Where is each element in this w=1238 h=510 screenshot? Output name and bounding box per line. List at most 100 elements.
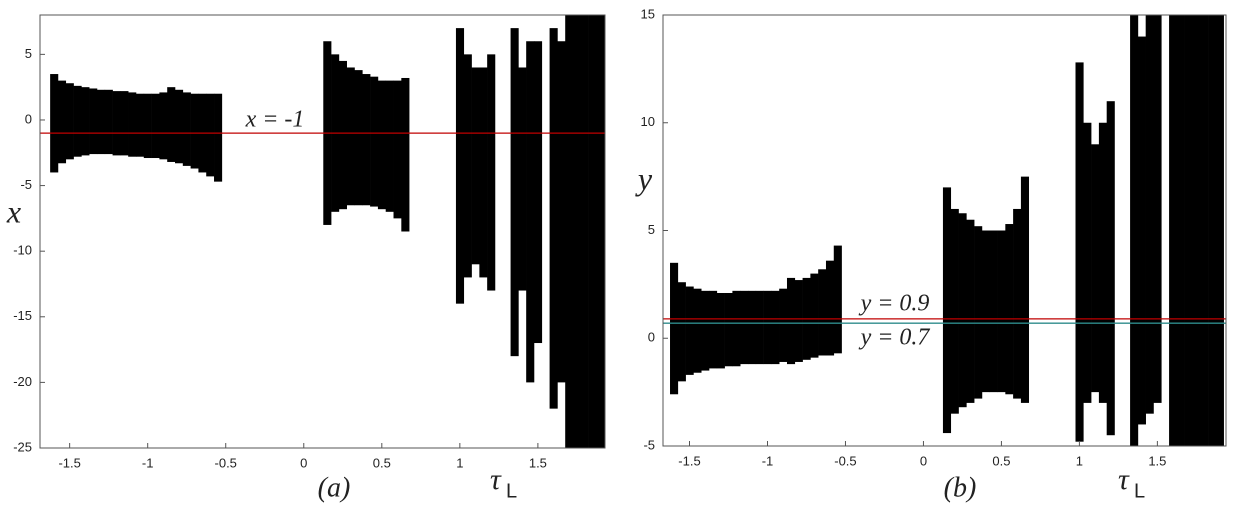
reference-label: x = -1 xyxy=(245,107,305,133)
band xyxy=(958,213,967,408)
x-tick-label: 0 xyxy=(920,453,927,468)
band xyxy=(112,91,121,156)
x-tick-label: -1.5 xyxy=(678,453,700,468)
band xyxy=(974,226,983,399)
y-tick-label: 15 xyxy=(641,6,655,21)
band xyxy=(190,93,199,169)
band xyxy=(385,80,394,212)
band xyxy=(810,273,819,358)
x-tick-label: 0.5 xyxy=(373,455,391,470)
band xyxy=(573,15,582,448)
band xyxy=(471,67,480,265)
y-tick-label: -10 xyxy=(13,243,32,258)
band xyxy=(724,292,733,367)
y-tick-label: 0 xyxy=(25,111,32,126)
band xyxy=(135,93,145,157)
y-tick-label: 5 xyxy=(25,46,32,61)
band xyxy=(1020,176,1030,403)
band xyxy=(740,290,749,365)
band xyxy=(565,15,574,448)
band xyxy=(588,15,597,448)
band xyxy=(455,28,465,304)
band xyxy=(709,290,718,369)
x-tick-label: 1 xyxy=(1076,453,1083,468)
y-tick-label: -5 xyxy=(643,437,655,452)
band xyxy=(96,89,106,155)
band xyxy=(950,208,959,414)
band xyxy=(1184,15,1193,446)
band xyxy=(779,288,788,362)
band xyxy=(596,15,605,448)
band xyxy=(81,87,90,156)
panel-label: (b) xyxy=(944,472,977,503)
band xyxy=(670,262,679,395)
x-axis-label: τ xyxy=(490,463,502,496)
band xyxy=(1091,144,1100,393)
band xyxy=(549,28,558,409)
band xyxy=(981,230,991,393)
x-axis-label-sub: L xyxy=(506,480,517,502)
band xyxy=(794,280,803,362)
band xyxy=(401,77,410,232)
band xyxy=(338,60,347,210)
band xyxy=(1153,15,1162,403)
band xyxy=(518,67,527,291)
band xyxy=(1075,62,1084,442)
band xyxy=(833,245,842,354)
band xyxy=(143,93,152,159)
band xyxy=(104,89,113,155)
band xyxy=(989,230,998,393)
y-axis-label: x xyxy=(6,193,21,229)
band xyxy=(771,290,780,365)
band xyxy=(370,76,379,207)
band xyxy=(747,290,757,365)
band xyxy=(151,93,160,159)
band xyxy=(120,91,129,156)
panel: x = -1 -1.5 -1 -0.5 0 0.5 1 1.5 -25 -20 -15 -10 -5 0 5… xyxy=(6,14,606,503)
band xyxy=(1169,15,1178,446)
band xyxy=(1200,15,1209,446)
x-tick-label: -0.5 xyxy=(834,453,856,468)
y-tick-label: -20 xyxy=(13,374,32,389)
band xyxy=(997,230,1006,393)
y-tick-label: 0 xyxy=(648,330,655,345)
band xyxy=(479,67,488,278)
band xyxy=(206,93,215,177)
band xyxy=(73,85,82,157)
y-tick-label: -15 xyxy=(13,308,32,323)
band xyxy=(175,89,184,164)
band xyxy=(942,187,952,434)
band xyxy=(1005,224,1014,395)
x-tick-label: 0.5 xyxy=(992,453,1010,468)
band xyxy=(89,88,98,155)
band xyxy=(362,74,371,206)
band xyxy=(57,80,67,164)
reference-label: y = 0.9 xyxy=(859,290,930,316)
band xyxy=(786,277,796,365)
band xyxy=(1137,36,1146,425)
band xyxy=(346,67,355,206)
band xyxy=(685,286,694,375)
band xyxy=(377,80,387,210)
band xyxy=(50,74,59,173)
band xyxy=(763,290,772,365)
y-tick-label: -25 xyxy=(13,439,32,454)
band xyxy=(182,92,191,166)
band xyxy=(677,282,686,382)
y-axis-label: y xyxy=(635,160,653,196)
y-tick-label: -5 xyxy=(20,177,32,192)
band xyxy=(1083,122,1092,403)
band xyxy=(1215,15,1224,446)
x-tick-label: 0 xyxy=(300,455,307,470)
x-tick-label: 1 xyxy=(456,455,463,470)
band xyxy=(510,28,519,357)
band xyxy=(128,92,137,157)
band xyxy=(159,92,168,160)
plot-frame xyxy=(39,14,606,449)
reference-label: y = 0.7 xyxy=(859,325,931,351)
band xyxy=(1176,15,1185,446)
band xyxy=(580,15,589,448)
band xyxy=(693,288,702,373)
band xyxy=(65,83,74,160)
